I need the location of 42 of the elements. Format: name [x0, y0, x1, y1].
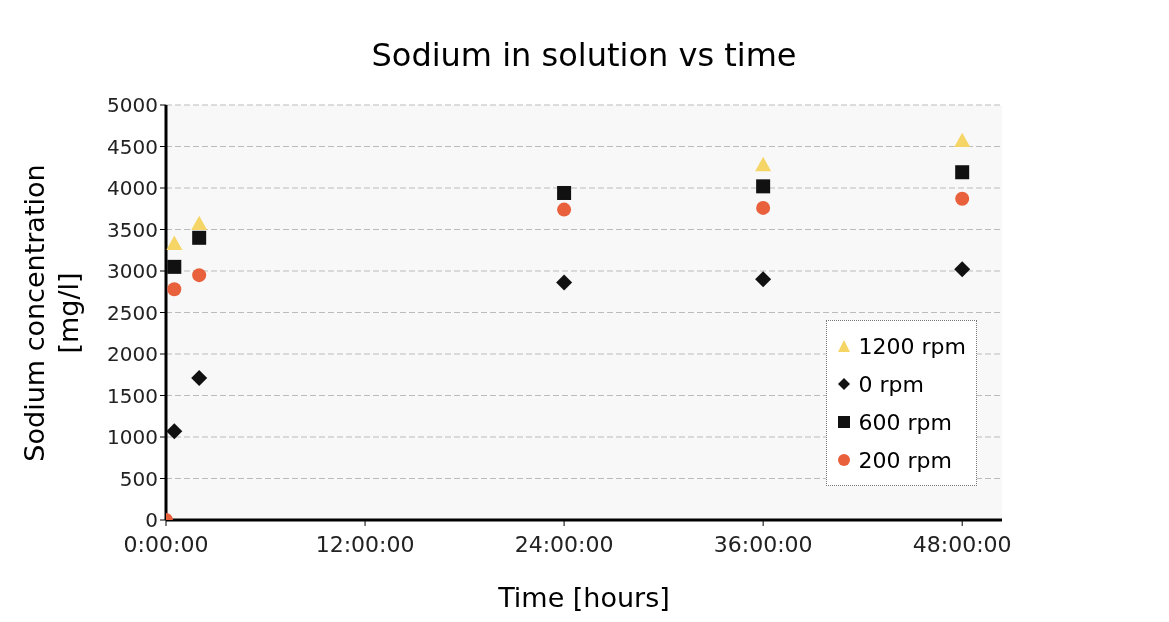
point [756, 200, 771, 215]
point [166, 423, 183, 440]
point [192, 268, 207, 283]
chart-title: Sodium in solution vs time [370, 36, 798, 74]
point [192, 230, 207, 245]
point [167, 259, 182, 274]
legend-label: 200 rpm [857, 446, 953, 475]
y-tick-label: 0 [145, 508, 158, 533]
y-tick-label: 3000 [107, 259, 158, 284]
point [954, 132, 971, 148]
y-tick-label: 5000 [107, 93, 158, 118]
point [557, 202, 572, 217]
x-tick-label: 48:00:00 [912, 531, 1012, 557]
y-axis-title: Sodium concentration [mg/l] [18, 162, 85, 464]
point [955, 191, 970, 206]
point [755, 156, 772, 172]
legend-label: 600 rpm [857, 408, 953, 437]
x-tick-label: 12:00:00 [315, 531, 415, 557]
x-tick-label: 36:00:00 [713, 531, 813, 557]
y-tick-label: 4500 [107, 134, 158, 159]
y-tick-label: 3500 [107, 217, 158, 242]
y-tick-label: 2500 [107, 300, 158, 325]
point [167, 282, 182, 297]
y-tick-label: 1000 [107, 425, 158, 450]
point [191, 370, 208, 387]
legend-label: 0 rpm [857, 370, 925, 399]
point [557, 185, 572, 200]
y-tick-label: 4000 [107, 176, 158, 201]
point [191, 215, 208, 231]
point [954, 261, 971, 278]
x-axis-title: Time [hours] [497, 582, 671, 613]
legend-label: 1200 rpm [857, 332, 966, 361]
x-tick-label: 0:00:00 [123, 531, 209, 557]
y-tick-label: 1500 [107, 383, 158, 408]
point [955, 165, 970, 180]
point [556, 274, 573, 291]
point [756, 179, 771, 194]
y-tick-label: 2000 [107, 342, 158, 367]
point [166, 235, 183, 251]
point [755, 271, 772, 288]
y-tick-label: 500 [119, 466, 158, 491]
x-tick-label: 24:00:00 [514, 531, 614, 557]
